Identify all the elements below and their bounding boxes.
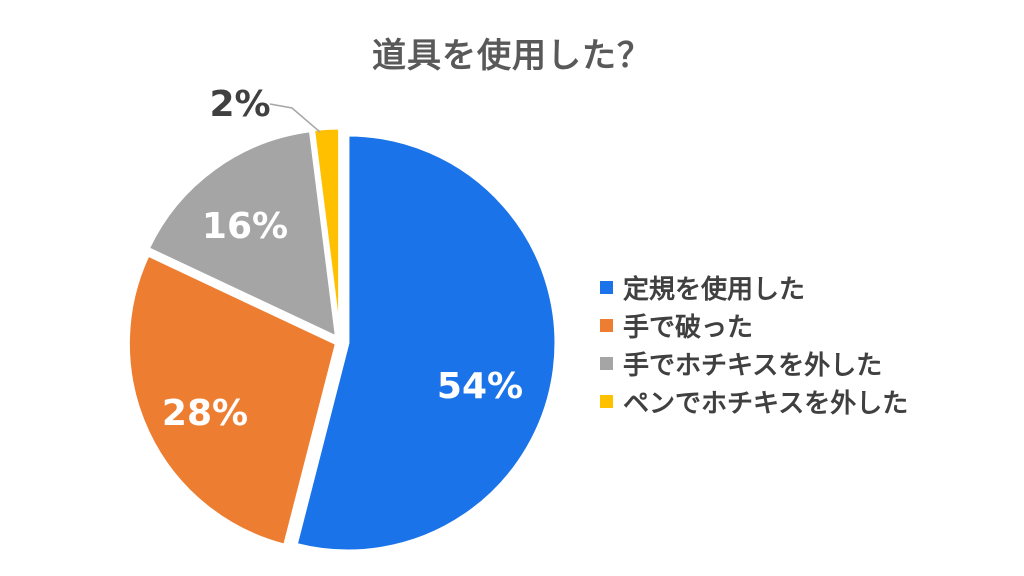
data-label-4: 2%: [209, 84, 270, 125]
data-label-2: 28%: [162, 393, 248, 434]
leader-line: [269, 103, 321, 133]
legend-item-1: 定規を使用した: [600, 268, 908, 306]
pie-slice-1: [294, 133, 558, 553]
legend-swatch: [600, 318, 613, 332]
legend-item-3: 手でホチキスを外した: [600, 344, 908, 382]
legend: 定規を使用した 手で破った手でホチキスを外した ペンでホチキスを外した: [600, 268, 908, 420]
pie-slice-3: [146, 129, 339, 340]
chart-title: 道具を使用した？: [372, 36, 652, 76]
data-label-1: 54%: [437, 366, 523, 407]
legend-label: 定規を使用した: [623, 274, 806, 305]
legend-item-2: 手で破った: [600, 306, 908, 344]
legend-item-4: ペンでホチキスを外した: [600, 382, 908, 420]
legend-swatch: [600, 356, 613, 370]
legend-swatch: [600, 394, 613, 408]
legend-swatch: [600, 280, 613, 294]
data-label-3: 16%: [202, 206, 288, 247]
pie-slice-2: [126, 253, 339, 547]
legend-label: 手で破った: [623, 312, 754, 343]
legend-label: ペンでホチキスを外した: [623, 388, 909, 419]
legend-label: 手でホチキスを外した: [623, 350, 883, 381]
pie-slice-4: [311, 126, 342, 337]
